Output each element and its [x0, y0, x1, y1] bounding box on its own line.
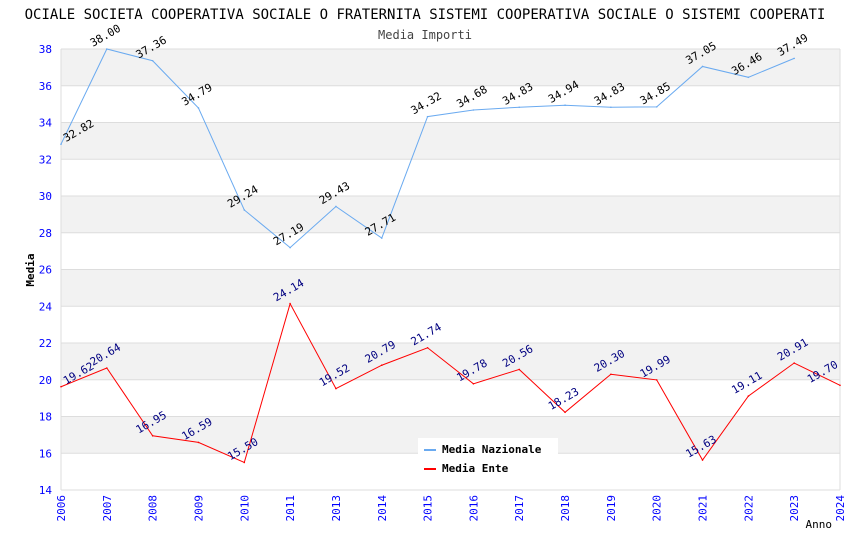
x-tick-label: 2019 [605, 495, 618, 522]
y-tick-label: 38 [39, 43, 52, 56]
data-point [564, 104, 566, 107]
data-point [426, 346, 429, 349]
grid-band [61, 232, 840, 270]
x-tick-label: 2008 [147, 495, 160, 522]
data-point [793, 362, 795, 364]
legend-swatch-nazionale [424, 449, 436, 451]
y-tick-label: 20 [39, 374, 52, 387]
x-tick-label: 2006 [55, 495, 68, 522]
grid-band [61, 49, 840, 86]
data-point [472, 382, 475, 385]
grid-band [61, 343, 840, 380]
y-tick-label: 18 [39, 411, 52, 424]
grid-band [61, 306, 840, 343]
y-tick-label: 14 [39, 484, 53, 497]
y-tick-label: 26 [39, 264, 52, 277]
legend-label-nazionale: Media Nazionale [442, 443, 542, 456]
data-point [518, 368, 521, 371]
x-tick-label: 2014 [376, 495, 389, 522]
x-tick-label: 2007 [101, 495, 114, 522]
data-point [747, 395, 750, 397]
grid-band [61, 196, 840, 233]
chart-subtitle: Media Importi [378, 28, 472, 42]
data-point [197, 107, 200, 109]
y-tick-label: 22 [39, 337, 52, 350]
x-tick-label: 2021 [697, 495, 710, 522]
x-tick-label: 2009 [192, 495, 205, 522]
data-point [426, 115, 429, 118]
x-tick-label: 2017 [513, 495, 526, 522]
y-tick-label: 30 [39, 190, 52, 203]
data-point [151, 434, 154, 437]
y-tick-label: 34 [39, 117, 53, 130]
y-tick-label: 32 [39, 153, 52, 166]
grid-band [61, 269, 840, 307]
chart-title: OCIALE SOCIETA COOPERATIVA SOCIALE O FRA… [25, 7, 826, 23]
data-point [610, 106, 612, 109]
legend-swatch-ente [424, 468, 436, 470]
x-tick-label: 2024 [834, 495, 847, 522]
data-point [289, 302, 291, 305]
y-tick-label: 28 [39, 227, 52, 240]
data-point [747, 76, 750, 79]
x-axis-label: Anno [806, 518, 833, 531]
data-point [655, 379, 658, 381]
data-point [472, 109, 475, 111]
data-point [106, 48, 108, 50]
grid-band [61, 379, 840, 417]
x-tick-label: 2022 [742, 495, 755, 522]
data-point [839, 384, 841, 387]
data-point [335, 205, 337, 208]
data-point [60, 385, 62, 388]
data-point [380, 364, 383, 367]
data-point [243, 461, 246, 464]
data-point [197, 441, 200, 444]
x-tick-label: 2018 [559, 495, 572, 522]
x-tick-label: 2013 [330, 495, 343, 522]
y-tick-label: 24 [39, 300, 53, 313]
data-point [380, 237, 383, 239]
legend-label-ente: Media Ente [442, 462, 509, 475]
data-point [793, 57, 795, 60]
grid-band [61, 122, 840, 160]
data-point [701, 65, 704, 68]
data-point [243, 209, 246, 211]
x-tick-label: 2010 [238, 495, 251, 522]
y-axis-label: Media [24, 253, 37, 286]
x-tick-label: 2023 [788, 495, 801, 522]
y-tick-label: 36 [39, 80, 52, 93]
data-point [518, 106, 521, 109]
x-tick-label: 2016 [467, 495, 480, 522]
data-point [289, 246, 291, 249]
y-tick-label: 16 [39, 447, 52, 460]
x-tick-label: 2020 [651, 495, 664, 522]
data-point [151, 59, 154, 62]
grid-band [61, 85, 840, 123]
series-line-1 [60, 302, 841, 464]
legend: Media Nazionale Media Ente [418, 438, 558, 478]
x-tick-label: 2015 [422, 495, 435, 522]
data-point [655, 106, 658, 108]
data-point [610, 373, 612, 376]
data-point [701, 459, 704, 461]
grid-band [61, 159, 840, 196]
data-point [564, 411, 566, 414]
data-point [106, 367, 108, 369]
x-tick-label: 2011 [284, 495, 297, 522]
data-label: 38.00 [88, 22, 123, 50]
data-point [60, 143, 62, 145]
data-point [335, 387, 337, 390]
